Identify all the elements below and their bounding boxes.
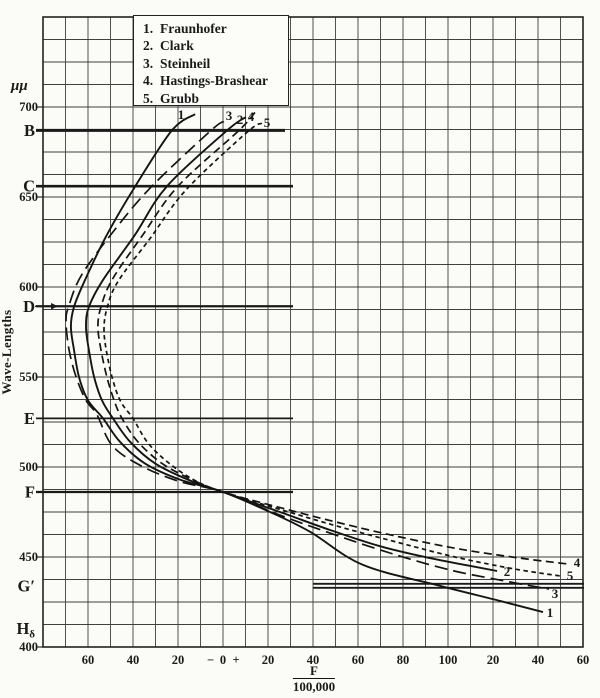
y-tick-label: 500 (19, 460, 38, 474)
x-tick-label: 60 (577, 653, 590, 667)
legend-item-label: Grubb (160, 90, 200, 106)
x-tick-label: 80 (397, 653, 410, 667)
x-tick-label: 40 (307, 653, 320, 667)
curve-clark (85, 116, 498, 572)
x-tick-label: 20 (172, 653, 185, 667)
curve-label-bottom-grubb: 5 (567, 568, 574, 583)
x-tick-label: 100 (439, 653, 458, 667)
legend-item-label: Steinheil (160, 55, 211, 71)
curve-label-bottom-steinheil: 3 (552, 586, 559, 601)
legend-item: 1. Fraunhofer (143, 20, 288, 37)
legend-item: 3. Steinheil (143, 55, 288, 72)
curve-label-top-clark: 2 (237, 112, 244, 127)
d-line-arrow-head (51, 303, 58, 310)
x-axis-title: F 100,000 (292, 663, 336, 695)
spectral-label-Hδ: Hδ (16, 619, 35, 641)
curve-hastings-brashear (97, 111, 569, 565)
curve-label-top-grubb: 5 (264, 115, 271, 130)
curve-label-bottom-hastings-brashear: 4 (574, 555, 581, 570)
curve-label-bottom-clark: 2 (504, 564, 511, 579)
x-tick-label: 20 (262, 653, 275, 667)
legend-item-number: 4. (143, 73, 154, 89)
legend-item-label: Hastings-Brashear (160, 73, 268, 89)
legend-item: 5. Grubb (143, 90, 288, 107)
y-tick-label: 700 (19, 100, 38, 114)
x-axis-title-numerator: F (310, 663, 318, 678)
legend-item-number: 5. (143, 90, 154, 106)
x-tick-label: − (207, 653, 214, 667)
x-tick-label: + (232, 653, 239, 667)
curve-label-top-fraunhofer: 1 (178, 107, 185, 122)
curve-label-top-steinheil: 3 (226, 108, 233, 123)
spectral-label-E: E (24, 409, 35, 428)
x-tick-label: 40 (127, 653, 140, 667)
y-tick-label: 600 (19, 280, 38, 294)
y-axis-title: Wave-Lengths (0, 309, 14, 395)
x-axis-title-denominator: 100,000 (292, 679, 336, 695)
plot-border (42, 16, 584, 648)
legend-item-number: 2. (143, 38, 154, 54)
y-tick-label: 550 (19, 370, 38, 384)
y-tick-label: 650 (19, 190, 38, 204)
x-tick-label: 60 (82, 653, 95, 667)
legend-item-label: Fraunhofer (160, 21, 227, 36)
spectral-label-F: F (25, 483, 35, 502)
curve-label-top-hastings-brashear: 4 (248, 109, 255, 124)
curve-grubb (103, 122, 562, 577)
x-tick-label: 40 (532, 653, 545, 667)
spectral-label-B: B (24, 121, 35, 140)
curve-steinheil (65, 120, 550, 590)
spectral-label-D: D (23, 297, 35, 316)
y-tick-label: 400 (19, 640, 38, 654)
spectral-label-G': G′ (18, 576, 35, 595)
legend-box: 1. Fraunhofer 2. Clark 3. Steinheil 4. Hasti… (133, 15, 289, 106)
legend-item-number: 3. (143, 55, 154, 71)
spectral-label-C: C (23, 177, 35, 196)
y-axis-unit-label: μμ (11, 78, 28, 94)
x-tick-label: 60 (352, 653, 365, 667)
x-tick-label: 20 (487, 653, 500, 667)
legend-item: 2. Clark (143, 37, 288, 54)
legend-item-number: 1. (143, 21, 154, 36)
x-tick-label: 0 (220, 653, 226, 667)
y-tick-label: 450 (19, 550, 38, 564)
legend-item-label: Clark (160, 38, 194, 54)
fraction-bar (292, 678, 336, 680)
legend-item: 4. Hastings-Brashear (143, 72, 288, 89)
curve-label-bottom-fraunhofer: 1 (547, 605, 554, 620)
curve-fraunhofer (69, 113, 544, 614)
